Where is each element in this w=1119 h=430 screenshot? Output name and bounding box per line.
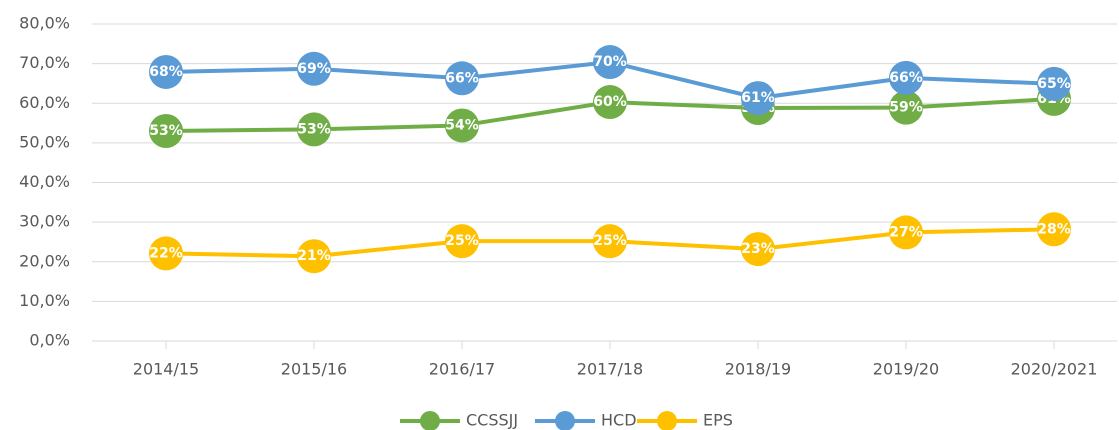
marker (149, 236, 183, 271)
x-tick-label: 2017/18 (577, 360, 643, 379)
x-tick-label: 2016/17 (429, 360, 495, 379)
marker (149, 54, 183, 89)
marker (445, 61, 479, 96)
marker (297, 112, 331, 147)
marker (889, 60, 923, 95)
marker (593, 85, 627, 120)
y-tick-label: 80,0% (19, 14, 70, 33)
marker (593, 224, 627, 259)
x-tick-label: 2020/2021 (1011, 360, 1098, 379)
x-tick-label: 2019/20 (873, 360, 939, 379)
value-label: 25% (445, 233, 479, 249)
legend-marker (420, 411, 440, 430)
value-label: 53% (297, 121, 331, 137)
value-label: 65% (1037, 76, 1071, 92)
value-label: 66% (445, 70, 479, 86)
marker (1037, 212, 1071, 247)
y-tick-label: 50,0% (19, 132, 70, 151)
value-label: 61% (741, 90, 775, 106)
value-label: 28% (1037, 221, 1071, 237)
y-tick-label: 40,0% (19, 172, 70, 191)
legend-label: HCD (601, 411, 637, 430)
x-tick-label: 2015/16 (281, 360, 347, 379)
value-label: 21% (297, 248, 331, 264)
legend-label: CCSSJJ (466, 411, 518, 430)
y-tick-label: 20,0% (19, 251, 70, 270)
y-tick-label: 60,0% (19, 93, 70, 112)
marker (593, 45, 627, 80)
y-tick-label: 0,0% (29, 331, 70, 350)
legend-label: EPS (703, 411, 733, 430)
y-tick-label: 30,0% (19, 212, 70, 231)
marker (741, 232, 775, 267)
marker (297, 239, 331, 274)
marker (741, 81, 775, 116)
marker (149, 113, 183, 148)
marker (889, 215, 923, 250)
marker (297, 51, 331, 86)
legend-marker (555, 411, 575, 430)
y-tick-label: 70,0% (19, 53, 70, 72)
marker (889, 90, 923, 125)
value-label: 25% (593, 233, 627, 249)
marker (1037, 66, 1071, 101)
value-label: 22% (149, 245, 183, 261)
legend-marker (657, 411, 677, 430)
value-label: 70% (593, 54, 627, 70)
value-label: 27% (889, 224, 923, 240)
value-label: 23% (741, 241, 775, 257)
y-tick-label: 10,0% (19, 291, 70, 310)
marker (445, 224, 479, 259)
value-label: 60% (593, 94, 627, 110)
value-label: 59% (889, 100, 923, 116)
value-label: 68% (149, 64, 183, 80)
marker (445, 108, 479, 143)
value-label: 53% (149, 123, 183, 139)
value-label: 69% (297, 61, 331, 77)
value-label: 66% (889, 70, 923, 86)
x-tick-label: 2018/19 (725, 360, 791, 379)
value-label: 54% (445, 117, 479, 133)
x-tick-label: 2014/15 (133, 360, 199, 379)
